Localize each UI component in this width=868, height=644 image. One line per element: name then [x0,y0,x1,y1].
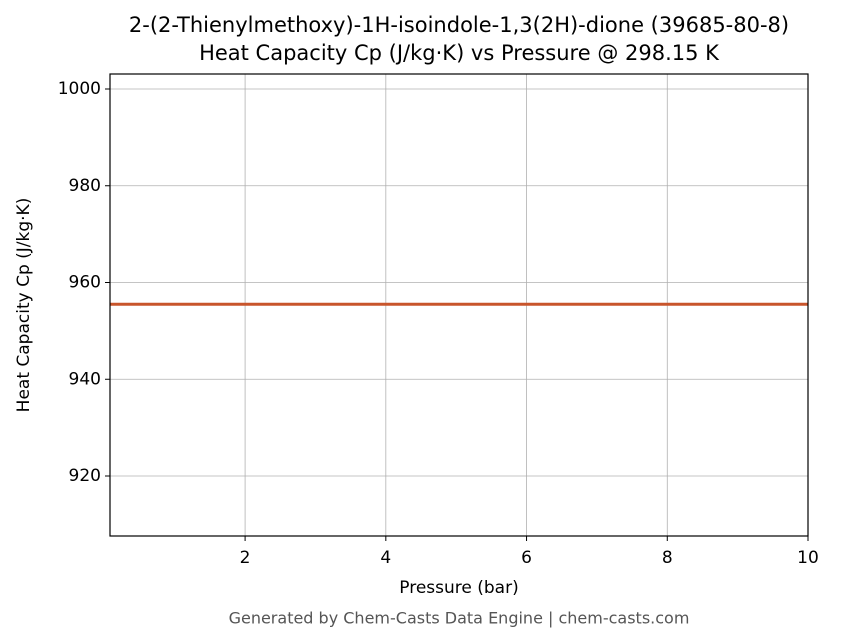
x-tick-label: 8 [662,548,673,568]
x-tick-label: 4 [380,548,391,568]
x-tick-label: 2 [240,548,251,568]
y-tick-label: 1000 [58,79,101,99]
x-tick-label: 10 [797,548,819,568]
footer: Generated by Chem-Casts Data Engine | ch… [229,609,690,628]
x-axis-label: Pressure (bar) [399,578,518,598]
x-tick-label: 6 [521,548,532,568]
chart-title: 2-(2-Thienylmethoxy)-1H-isoindole-1,3(2H… [129,13,789,37]
y-tick-label: 960 [69,273,101,293]
y-tick-label: 980 [69,176,101,196]
y-tick-label: 940 [69,369,101,389]
y-axis-label: Heat Capacity Cp (J/kg·K) [14,198,34,413]
y-tick-label: 920 [69,466,101,486]
plot-frame [109,73,809,537]
chart-subtitle: Heat Capacity Cp (J/kg·K) vs Pressure @ … [199,41,720,65]
